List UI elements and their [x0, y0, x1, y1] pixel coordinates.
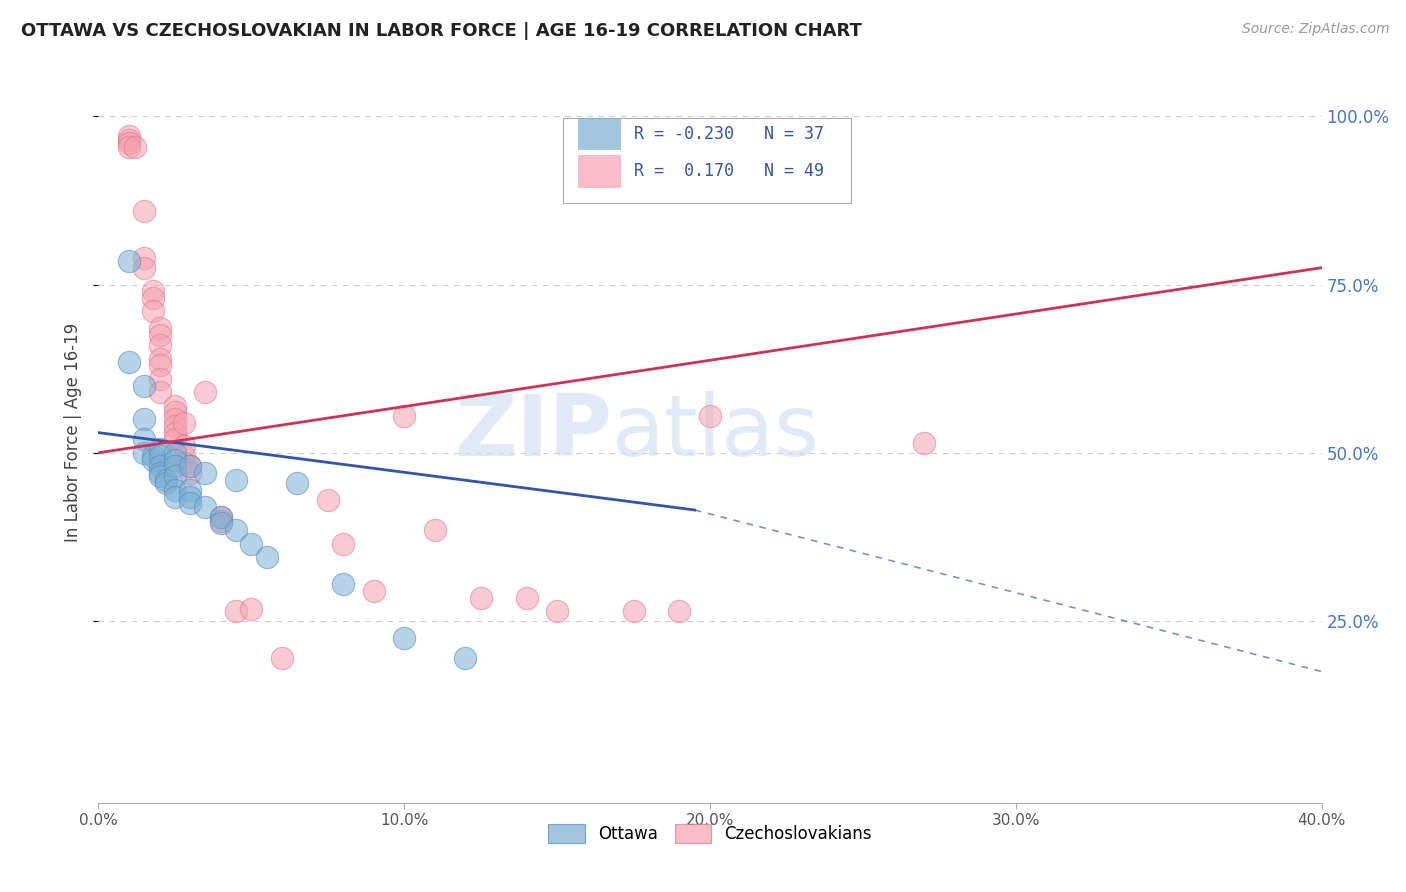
Text: ZIP: ZIP [454, 391, 612, 475]
Point [423, 523, 446, 537]
Legend: Ottawa, Czechoslovakians: Ottawa, Czechoslovakians [541, 817, 879, 850]
Y-axis label: In Labor Force | Age 16-19: In Labor Force | Age 16-19 [65, 323, 83, 542]
Point [149, 469, 172, 483]
Point [155, 476, 177, 491]
Point [163, 433, 186, 447]
Point [163, 399, 186, 413]
Point [173, 439, 195, 453]
Point [179, 459, 201, 474]
Point [149, 338, 172, 352]
Point [240, 602, 263, 616]
Point [149, 328, 172, 343]
Point [118, 355, 141, 369]
Text: R =  0.170   N = 49: R = 0.170 N = 49 [634, 162, 824, 180]
Point [194, 385, 217, 400]
Point [194, 466, 217, 480]
Point [134, 433, 156, 447]
Point [134, 251, 156, 265]
Point [363, 583, 385, 598]
Point [163, 469, 186, 483]
Point [118, 136, 141, 151]
Point [134, 203, 156, 218]
Point [149, 351, 172, 366]
Point [149, 385, 172, 400]
Point [163, 483, 186, 497]
Point [173, 416, 195, 430]
Point [142, 304, 165, 318]
Point [134, 412, 156, 426]
Point [149, 372, 172, 386]
Point [134, 446, 156, 460]
Point [149, 321, 172, 335]
Point [163, 452, 186, 467]
Point [142, 452, 165, 467]
Point [225, 604, 247, 618]
Point [118, 139, 141, 153]
Point [149, 442, 172, 457]
Point [124, 139, 146, 153]
Point [516, 591, 538, 605]
Point [209, 515, 232, 529]
Point [163, 405, 186, 419]
Point [149, 466, 172, 480]
Point [179, 496, 201, 510]
Point [155, 473, 177, 487]
Point [256, 550, 278, 565]
Point [163, 459, 186, 474]
Text: Source: ZipAtlas.com: Source: ZipAtlas.com [1241, 22, 1389, 37]
Point [179, 490, 201, 504]
Point [179, 459, 201, 474]
Point [134, 260, 156, 275]
Point [173, 449, 195, 463]
Point [149, 449, 172, 463]
Text: atlas: atlas [612, 391, 820, 475]
Point [142, 285, 165, 299]
Point [118, 129, 141, 144]
Point [270, 651, 292, 665]
Point [209, 509, 232, 524]
Point [163, 490, 186, 504]
Point [118, 133, 141, 147]
FancyBboxPatch shape [578, 155, 620, 188]
Point [179, 466, 201, 480]
Point [470, 591, 492, 605]
Text: R = -0.230   N = 37: R = -0.230 N = 37 [634, 125, 824, 143]
Point [225, 523, 247, 537]
Point [392, 631, 416, 645]
Point [173, 456, 195, 470]
Point [209, 516, 232, 531]
Point [546, 604, 568, 618]
Point [668, 604, 690, 618]
Point [149, 359, 172, 373]
Point [454, 651, 477, 665]
Point [149, 459, 172, 474]
Point [392, 409, 416, 423]
Point [225, 473, 247, 487]
Point [179, 483, 201, 497]
Text: OTTAWA VS CZECHOSLOVAKIAN IN LABOR FORCE | AGE 16-19 CORRELATION CHART: OTTAWA VS CZECHOSLOVAKIAN IN LABOR FORCE… [21, 22, 862, 40]
Point [142, 291, 165, 305]
Point [285, 476, 308, 491]
Point [163, 412, 186, 426]
Point [163, 446, 186, 460]
Point [316, 492, 339, 507]
Point [142, 449, 165, 463]
Point [240, 536, 263, 550]
Point [699, 409, 721, 423]
FancyBboxPatch shape [564, 118, 851, 203]
Point [118, 254, 141, 268]
FancyBboxPatch shape [578, 118, 620, 151]
Point [332, 536, 354, 550]
Point [163, 418, 186, 433]
Point [209, 509, 232, 524]
Point [623, 604, 645, 618]
Point [194, 500, 217, 514]
Point [134, 378, 156, 392]
Point [912, 435, 935, 450]
Point [163, 425, 186, 440]
Point [1371, 425, 1393, 440]
Point [332, 577, 354, 591]
